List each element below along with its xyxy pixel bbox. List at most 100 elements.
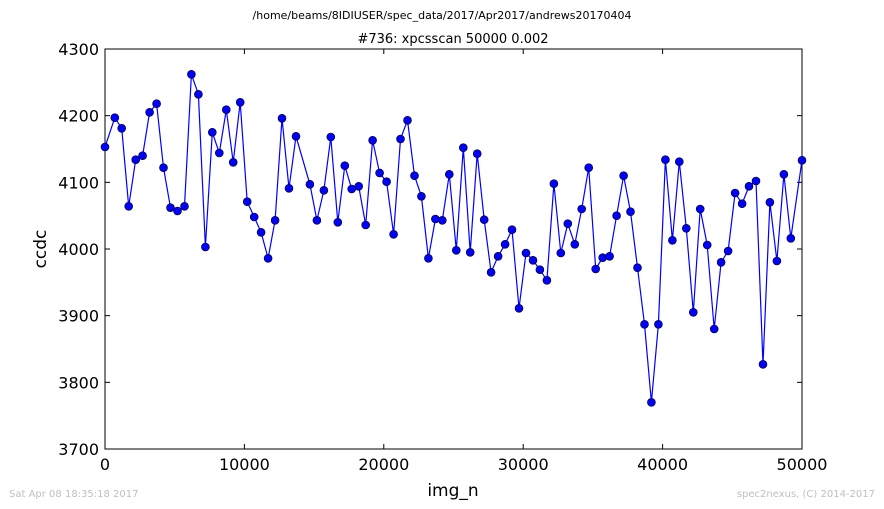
data-point bbox=[403, 116, 412, 125]
data-point bbox=[417, 192, 426, 201]
data-point bbox=[751, 176, 761, 186]
x-tick-label: 50000 bbox=[777, 455, 828, 474]
data-point bbox=[145, 108, 154, 117]
data-point bbox=[284, 184, 294, 193]
data-point bbox=[361, 220, 371, 230]
data-point bbox=[758, 359, 768, 369]
data-point bbox=[458, 143, 468, 152]
data-point bbox=[744, 182, 754, 191]
data-point bbox=[242, 197, 252, 206]
data-point bbox=[528, 255, 538, 265]
data-point bbox=[695, 204, 705, 214]
data-point bbox=[674, 157, 684, 166]
y-tick-label: 4000 bbox=[58, 240, 99, 259]
data-point bbox=[633, 263, 642, 273]
y-tick-label: 3900 bbox=[58, 307, 99, 326]
data-point bbox=[493, 251, 503, 261]
data-point bbox=[612, 211, 621, 220]
y-tick-labels: 3700 3800 3900 4000 4100 4200 4300 bbox=[58, 40, 99, 459]
data-point bbox=[124, 202, 133, 211]
data-point bbox=[598, 253, 608, 263]
data-point bbox=[319, 186, 329, 195]
data-point bbox=[431, 214, 440, 224]
data-point bbox=[563, 219, 573, 228]
data-point bbox=[549, 179, 559, 188]
data-point bbox=[472, 149, 482, 158]
data-point bbox=[709, 324, 719, 334]
data-point bbox=[570, 240, 580, 249]
footer-credit: spec2nexus, (C) 2014-2017 bbox=[737, 489, 875, 500]
data-point bbox=[605, 251, 614, 261]
data-point bbox=[235, 98, 245, 107]
data-point bbox=[514, 303, 524, 313]
data-point bbox=[277, 114, 287, 123]
data-point bbox=[249, 212, 259, 222]
data-point bbox=[444, 170, 454, 179]
data-point bbox=[194, 90, 203, 99]
data-point bbox=[305, 180, 315, 189]
data-point bbox=[535, 265, 545, 275]
data-point bbox=[479, 215, 489, 224]
data-point bbox=[382, 177, 391, 186]
data-point bbox=[521, 248, 531, 258]
data-point bbox=[772, 256, 782, 266]
data-point bbox=[187, 70, 196, 79]
data-point bbox=[702, 240, 712, 250]
data-point bbox=[647, 397, 656, 407]
data-point bbox=[368, 136, 377, 145]
data-point bbox=[668, 236, 677, 245]
data-point bbox=[577, 204, 587, 214]
data-point bbox=[410, 171, 419, 180]
data-point bbox=[797, 156, 807, 165]
x-tick-label: 40000 bbox=[637, 455, 688, 474]
data-point bbox=[222, 105, 231, 114]
data-point bbox=[270, 216, 280, 225]
file-path-title: /home/beams/8IDIUSER/spec_data/2017/Apr2… bbox=[253, 9, 632, 22]
x-tick-labels: 0 10000 20000 30000 40000 50000 bbox=[100, 455, 828, 474]
data-point bbox=[263, 253, 273, 263]
data-point bbox=[661, 155, 670, 164]
data-point bbox=[201, 242, 210, 252]
data-point bbox=[166, 203, 175, 212]
axis-ticks bbox=[104, 48, 803, 450]
data-point bbox=[389, 230, 398, 239]
data-point bbox=[110, 113, 120, 122]
data-point bbox=[584, 163, 594, 172]
data-point bbox=[152, 99, 161, 108]
data-point bbox=[765, 198, 775, 207]
data-point bbox=[542, 275, 552, 285]
data-point bbox=[779, 170, 789, 179]
data-point bbox=[215, 148, 224, 158]
x-tick-label: 10000 bbox=[219, 455, 270, 474]
y-tick-label: 4100 bbox=[58, 173, 99, 192]
data-point bbox=[619, 171, 628, 180]
y-tick-label: 3700 bbox=[58, 440, 99, 459]
data-point bbox=[375, 168, 384, 178]
data-point bbox=[131, 155, 140, 164]
data-point bbox=[451, 246, 461, 255]
data-point bbox=[737, 199, 747, 208]
data-point bbox=[730, 188, 740, 198]
data-point bbox=[723, 246, 733, 256]
data-point bbox=[556, 248, 566, 258]
x-axis-label: img_n bbox=[427, 481, 478, 501]
data-point bbox=[591, 264, 601, 274]
y-axis-label: ccdc bbox=[31, 230, 51, 269]
y-tick-label: 4200 bbox=[58, 107, 99, 126]
x-tick-label: 30000 bbox=[498, 455, 549, 474]
y-tick-label: 3800 bbox=[58, 373, 99, 392]
y-tick-label: 4300 bbox=[58, 40, 99, 59]
data-point bbox=[354, 182, 364, 191]
data-point bbox=[688, 307, 698, 317]
data-point bbox=[437, 216, 447, 225]
data-point bbox=[396, 134, 405, 144]
data-point bbox=[173, 206, 182, 216]
footer-timestamp: Sat Apr 08 18:35:18 2017 bbox=[9, 489, 139, 500]
data-point bbox=[228, 158, 238, 167]
chart-title: #736: xpcsscan 50000 0.002 bbox=[357, 32, 548, 47]
data-point bbox=[312, 216, 322, 225]
data-point bbox=[159, 163, 168, 172]
data-point bbox=[640, 319, 649, 329]
data-point bbox=[626, 207, 635, 216]
data-point bbox=[333, 218, 343, 227]
